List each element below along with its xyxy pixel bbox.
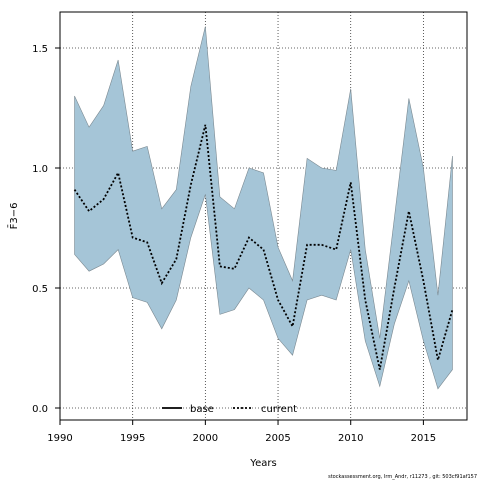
legend: base current (162, 404, 297, 415)
confidence-band (74, 26, 453, 390)
x-tick-label: 1990 (47, 433, 72, 444)
x-tick-label: 2010 (338, 433, 363, 444)
x-tick-label: 1995 (120, 433, 145, 444)
footer-credit: stockassessment.org, Irm_Andr, r11273 , … (328, 474, 477, 480)
x-tick-label: 2015 (411, 433, 436, 444)
y-tick-label: 0.5 (32, 284, 48, 295)
legend-label-base: base (190, 404, 214, 415)
axes: 1990 1995 2000 2005 2010 2015 0.0 0.5 1.0 1.5 (32, 44, 436, 444)
series-lines (73, 124, 454, 370)
confidence-band-area (74, 26, 453, 390)
x-tick-label: 2005 (265, 433, 290, 444)
series-line-current (73, 124, 454, 370)
y-tick-label: 1.0 (32, 164, 48, 175)
plot-frame (59, 11, 468, 421)
legend-label-current: current (261, 404, 297, 415)
x-axis-title: Years (249, 458, 276, 469)
y-tick-label: 1.5 (32, 44, 48, 55)
x-tick-label: 2000 (193, 433, 218, 444)
y-tick-label: 0.0 (32, 404, 48, 415)
y-axis-title: F̄3−6 (7, 203, 20, 230)
